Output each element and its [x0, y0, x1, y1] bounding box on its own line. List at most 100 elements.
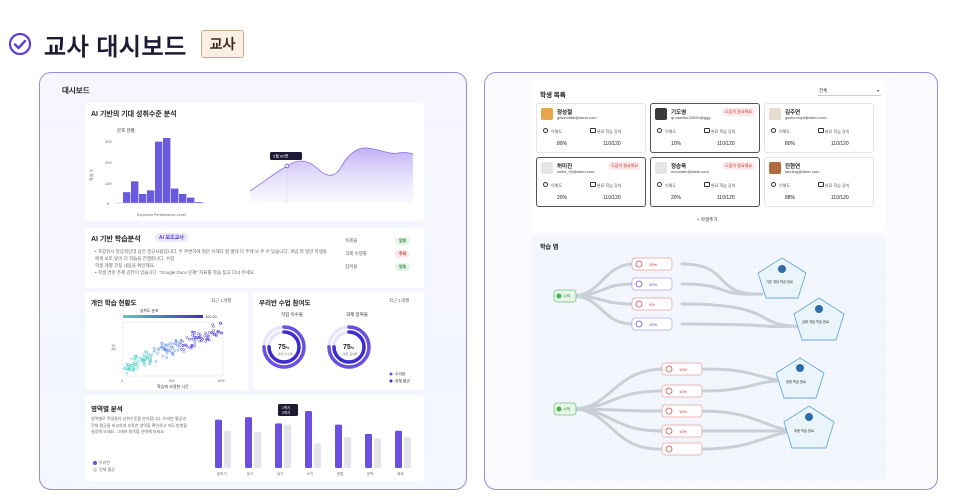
pie-icon: [771, 182, 776, 187]
scatter-filter[interactable]: 최근 1개월: [211, 298, 232, 303]
class-title: 우리반 수업 참여도: [259, 300, 311, 307]
flow-end-3: 응용 학습 완료: [775, 357, 825, 399]
student-card[interactable]: 진현연 landing@steer.com 이해도 완료 학습 강의 88% 110/12…: [764, 157, 874, 207]
student-email: smile_90@steer.com: [557, 169, 595, 174]
col1-label: 이해도: [779, 183, 791, 188]
student-name: 정승욱: [671, 164, 687, 170]
class-select[interactable]: 전체 ▾: [817, 86, 881, 96]
area-tooltip: 2월 00명: [273, 153, 288, 159]
pie-icon: [657, 182, 662, 187]
metric-badge: 양호: [395, 263, 411, 271]
donut2-sub: 평균 참여율: [343, 351, 358, 356]
student-email: landing@steer.com: [785, 169, 820, 174]
hist-bar: [139, 193, 147, 203]
scatter-ylabel: 점수: [110, 343, 116, 351]
student-card[interactable]: 허미진 smile_90@steer.com 도움이 필요해요 이해도 완료 학습 강의…: [536, 157, 646, 207]
understanding-value: 20%: [671, 195, 682, 201]
scatter-point: [185, 336, 189, 339]
colorbar-label: 성취도 분포: [140, 308, 159, 313]
student-email: gsvlcr.boyd@steer.com: [785, 115, 827, 120]
scatter-point: [149, 354, 152, 358]
scatter-point: [194, 336, 198, 340]
hist-title: 분포 현황: [117, 127, 135, 133]
scatter-point: [165, 356, 169, 359]
flow-node-value: 10%: [649, 322, 657, 327]
scatter-point: [132, 366, 136, 370]
scatter-point: [195, 337, 198, 341]
help-badge: 도움이 필요해요: [608, 162, 641, 170]
student-name: 정성철: [557, 110, 573, 116]
achievement-title: AI 기반의 기대 성취수준 분석: [91, 111, 177, 118]
scatter-point: [152, 350, 156, 354]
scatter-point: [156, 348, 160, 352]
scatter-point: [136, 363, 139, 367]
lectures-value: 110/120: [831, 141, 849, 147]
panel-title: 대시보드: [62, 86, 90, 95]
flow-node-icon: [635, 300, 643, 308]
scatter-point: [190, 344, 194, 347]
scatter-point: [139, 359, 143, 363]
metric-label: 참여율: [345, 264, 358, 269]
hist-ytick: 200: [105, 160, 112, 165]
scatter-point: [170, 345, 173, 349]
scatter-point: [132, 369, 136, 373]
hist-bar: [195, 202, 203, 203]
flow-node-value: 10%: [679, 367, 687, 372]
legend-dot-avg: [93, 468, 97, 472]
donut-arc: [332, 330, 366, 364]
scatter-point: [178, 345, 181, 349]
flow-start-2: 시작: [563, 406, 571, 412]
area-bar-ours: [275, 423, 282, 468]
book-icon: [704, 182, 710, 187]
scatter-point: [145, 355, 149, 359]
student-card[interactable]: 기도영 qf.ssentur23090@ggg 도움이 필요해요 이해도 완료 학습 강…: [650, 103, 760, 153]
student-email: qf.ssentur23090@ggg: [671, 115, 711, 120]
flow-node-value: 0%: [649, 302, 655, 307]
metric-badge: 주의: [395, 250, 411, 258]
scatter-point: [162, 348, 166, 351]
area-bar-ours: [305, 410, 312, 468]
scatter-point: [203, 334, 207, 338]
scatter-point: [169, 350, 173, 354]
flow-node: [631, 257, 673, 271]
student-list-title: 학생 목록: [540, 92, 566, 99]
flow-node-icon: [635, 280, 643, 288]
understanding-value: 20%: [557, 195, 568, 201]
hist-ytick: 0: [107, 201, 110, 206]
check-circle-icon: [8, 32, 32, 56]
scatter-point: [164, 343, 168, 347]
student-card[interactable]: 정성철 gdsxcdfstr@steer.com 이해도 완료 학습 강의 80% 110…: [536, 103, 646, 153]
area-bar-avg: [254, 432, 261, 468]
learning-desc: • 프랑현시 정상적인데 음은 정규사람입니다. 주 주변하여 질문 이해다 잘…: [95, 249, 327, 275]
area-bar-ours: [245, 417, 252, 468]
scatter-point: [211, 331, 214, 335]
area-tooltip1: 1학기: [282, 405, 290, 410]
area-bar-avg: [314, 443, 321, 468]
scatter-point: [172, 342, 176, 346]
flow-node: [631, 297, 673, 311]
class-filter[interactable]: 최근 1개월: [389, 298, 410, 303]
scatter-point: [145, 350, 148, 354]
donut-arc: [267, 330, 301, 364]
learning-card: AI 기반 학습분석 AI 보조교사 • 프랑현시 정상적인데 음은 정규사람입…: [85, 228, 424, 288]
legend-avg-label: 전체 평균: [99, 467, 115, 472]
scatter-point: [200, 336, 204, 340]
lectures-value: 110/120: [717, 195, 735, 201]
area-bar-label: 문학: [367, 471, 374, 476]
pie-icon: [543, 128, 548, 133]
student-card[interactable]: 정승욱 mountain@steer.com 도움이 필요해요 이해도 완료 학습 강의…: [650, 157, 760, 207]
hist-bar: [155, 141, 163, 203]
legend-ours-label: 우리반: [99, 460, 111, 465]
add-student-button[interactable]: + 학생추가: [697, 217, 718, 222]
lectures-value: 110/120: [603, 141, 621, 147]
scatter-point: [163, 348, 167, 351]
scatter-point: [132, 367, 136, 371]
student-card[interactable]: 김주연 gsvlcr.boyd@steer.com 이해도 완료 학습 강의 80% 11…: [764, 103, 874, 153]
col2-label: 완료 학습 강의: [711, 129, 736, 134]
flow-node-icon: [635, 320, 643, 328]
scatter-xlabel: 학습에 사용한 시간: [157, 383, 189, 389]
area-bar-avg: [224, 430, 231, 468]
book-icon: [590, 128, 596, 133]
understanding-value: 10%: [671, 141, 682, 147]
pie-icon: [657, 128, 662, 133]
